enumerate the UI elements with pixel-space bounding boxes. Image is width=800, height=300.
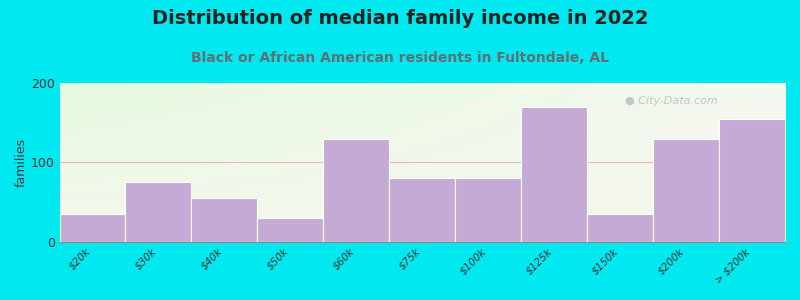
Bar (258, 218, 323, 242)
Text: ● City-Data.com: ● City-Data.com (626, 96, 718, 106)
Text: Black or African American residents in Fultondale, AL: Black or African American residents in F… (191, 51, 609, 65)
Bar (587, 214, 653, 242)
Bar (59, 214, 126, 242)
Bar (390, 178, 455, 242)
Bar (455, 178, 521, 242)
Bar (719, 119, 785, 242)
Bar (323, 139, 390, 242)
Y-axis label: families: families (15, 138, 28, 187)
Text: Distribution of median family income in 2022: Distribution of median family income in … (152, 9, 648, 28)
Bar (191, 198, 258, 242)
Bar (653, 139, 719, 242)
Bar (126, 182, 191, 242)
Bar (521, 107, 587, 242)
